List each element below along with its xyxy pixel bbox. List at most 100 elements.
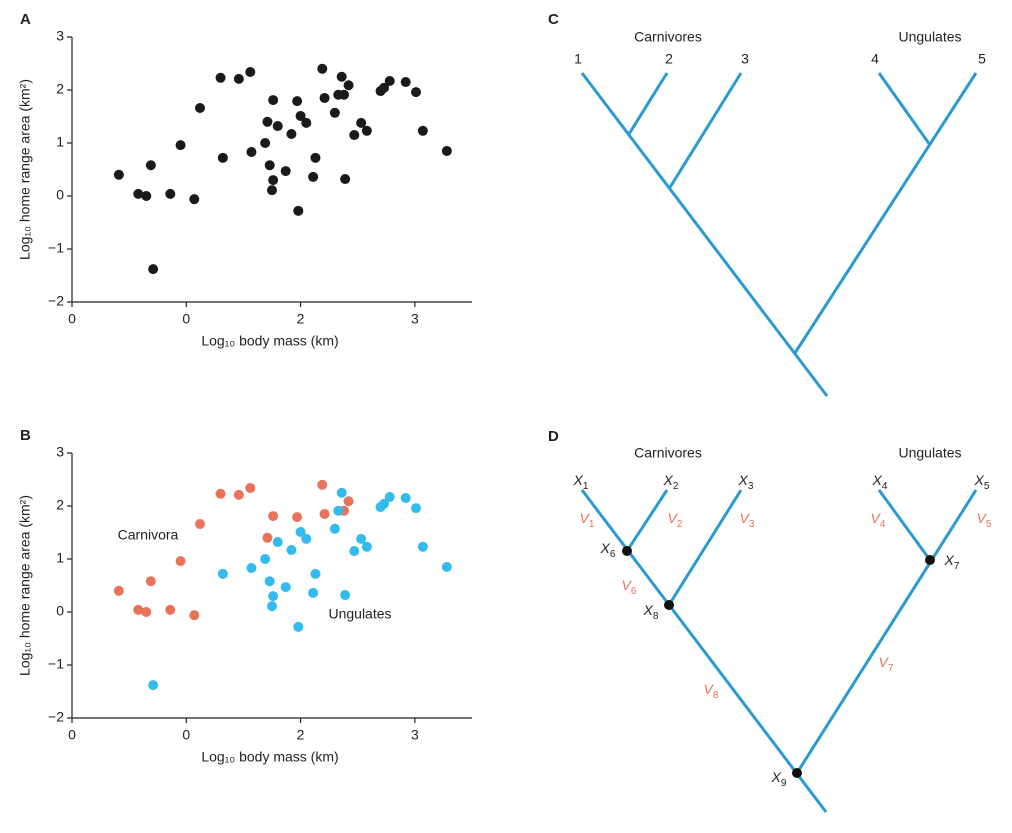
- x-tick-label: 3: [411, 311, 419, 327]
- leaf-label: 3: [741, 51, 749, 67]
- point: [379, 82, 389, 93]
- node-dot: [664, 600, 674, 610]
- node-label: X2: [663, 472, 679, 492]
- point: [280, 582, 291, 593]
- branch: [793, 72, 978, 354]
- leaf-label: 5: [978, 51, 986, 67]
- point: [333, 505, 344, 516]
- x-tick-label: 0: [68, 727, 76, 743]
- point: [264, 576, 275, 587]
- point: [319, 92, 330, 103]
- y-tick-label: −1: [48, 656, 64, 672]
- series-label: Ungulates: [328, 606, 391, 622]
- branch: [627, 72, 669, 135]
- leaf-label: 1: [574, 51, 582, 67]
- branch-label-symbol: V: [879, 654, 890, 670]
- point: [113, 169, 124, 180]
- x-tick-label: 0: [182, 727, 190, 743]
- branch-label-symbol: V: [622, 577, 633, 593]
- point: [245, 66, 256, 77]
- node-label-index: 1: [583, 481, 589, 492]
- point: [215, 488, 226, 499]
- point: [379, 498, 389, 509]
- y-axis-label: Log₁₀ home range area (km²): [17, 79, 33, 260]
- leaf-label: 4: [871, 51, 879, 67]
- point: [165, 188, 176, 199]
- x-tick-label: 0: [182, 311, 190, 327]
- branch: [667, 489, 743, 606]
- point: [308, 171, 319, 182]
- node-dot: [792, 768, 802, 778]
- branch-label-index: 3: [749, 519, 755, 530]
- point: [317, 63, 328, 74]
- branch-label-symbol: V: [871, 510, 882, 526]
- point: [301, 117, 312, 128]
- branch: [795, 489, 978, 774]
- point: [411, 503, 421, 514]
- branch-label-index: 5: [986, 519, 992, 530]
- y-tick-label: 0: [56, 603, 64, 619]
- node-label: X9: [771, 769, 787, 789]
- point: [268, 95, 279, 106]
- y-axis-label: Log₁₀ home range area (km²): [17, 495, 33, 676]
- point: [400, 77, 411, 88]
- node-label-index: 9: [781, 778, 787, 789]
- x-tick-label: 2: [297, 311, 305, 327]
- branch: [667, 72, 743, 190]
- point: [356, 533, 367, 544]
- point: [349, 130, 360, 141]
- point: [148, 264, 159, 275]
- x-tick-label: 0: [68, 311, 76, 327]
- node-label: X3: [738, 472, 754, 492]
- point: [175, 140, 186, 151]
- point: [441, 561, 452, 572]
- group-label: Ungulates: [898, 29, 961, 45]
- point: [356, 117, 367, 128]
- panel-letter: A: [20, 11, 31, 28]
- point: [215, 72, 226, 83]
- node-label-symbol: X: [771, 769, 782, 785]
- point: [293, 621, 304, 632]
- branch-label-symbol: V: [740, 510, 751, 526]
- group-label: Ungulates: [898, 445, 961, 461]
- tree-d: [580, 489, 978, 813]
- group-label: Carnivores: [634, 445, 702, 461]
- point: [217, 152, 228, 163]
- node-label-index: 3: [748, 481, 754, 492]
- point: [268, 591, 279, 602]
- y-tick-label: 3: [56, 28, 64, 44]
- point: [286, 128, 297, 139]
- point: [317, 479, 328, 490]
- branch-label: V1: [580, 510, 595, 530]
- point: [260, 554, 271, 564]
- point: [340, 590, 351, 601]
- point: [246, 563, 257, 574]
- point: [233, 73, 244, 84]
- branch: [877, 72, 932, 146]
- branch-label-symbol: V: [977, 510, 988, 526]
- point: [245, 482, 256, 493]
- node-label: X8: [643, 602, 659, 622]
- point: [175, 556, 186, 567]
- y-tick-label: 2: [56, 81, 64, 97]
- point: [272, 121, 283, 132]
- node-label-symbol: X: [643, 602, 654, 618]
- group-label: Carnivores: [634, 29, 702, 45]
- panel-letter: C: [548, 11, 559, 28]
- branch-label-index: 2: [677, 519, 683, 530]
- point: [133, 604, 144, 615]
- point: [295, 110, 306, 121]
- point: [343, 496, 354, 507]
- node-label-symbol: X: [974, 472, 985, 488]
- branch-label-index: 4: [880, 519, 886, 530]
- point: [145, 160, 156, 171]
- node-label-index: 7: [954, 561, 960, 572]
- branch-label-index: 7: [888, 663, 894, 674]
- branch-label: V5: [977, 510, 992, 530]
- y-tick-label: 1: [56, 550, 64, 566]
- panel-letter: B: [20, 427, 31, 444]
- point: [292, 96, 303, 107]
- point: [113, 585, 124, 596]
